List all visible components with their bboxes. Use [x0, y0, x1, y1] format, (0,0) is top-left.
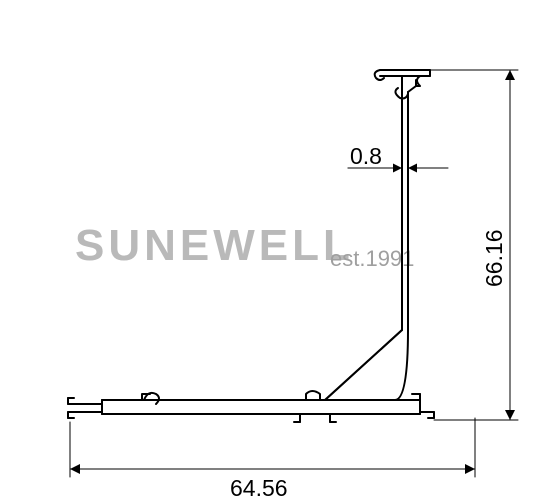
dim-thickness-label: 0.8 [350, 143, 382, 169]
dim-width-label: 64.56 [230, 475, 288, 501]
profile-drawing: 64.56 66.16 0.8 [0, 0, 552, 504]
dim-height-label: 66.16 [481, 229, 507, 287]
